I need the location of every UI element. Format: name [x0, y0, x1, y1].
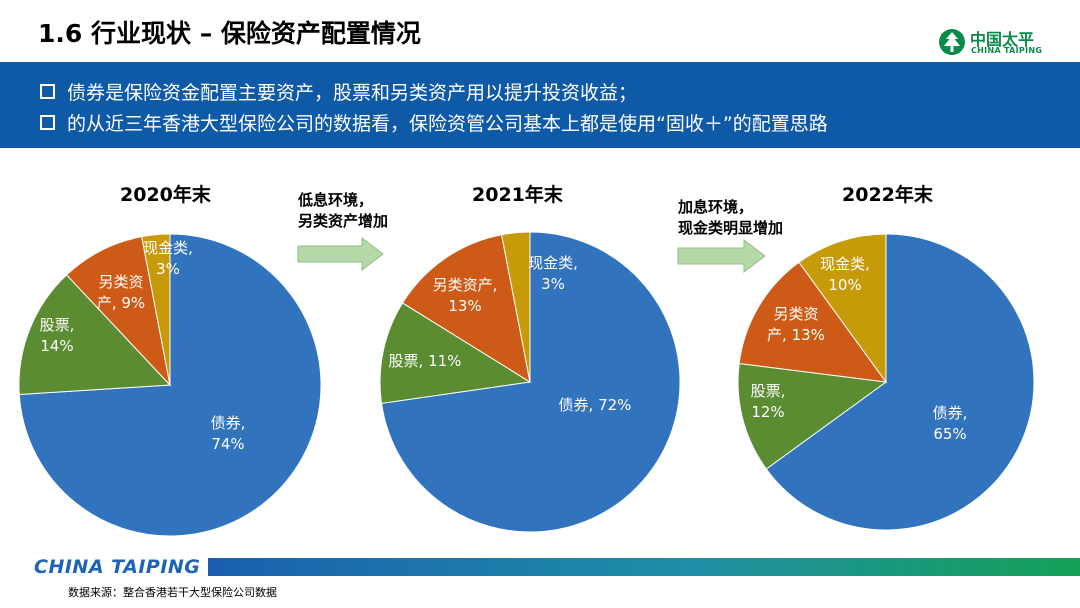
arrow-label-line: 另类资产增加: [298, 212, 389, 230]
bullet-text: 债券是保险资金配置主要资产，股票和另类资产用以提升投资收益；: [67, 81, 638, 104]
pie-data-label: 股票, 12%: [751, 382, 786, 421]
pie-data-label: 现金类, 3%: [528, 254, 578, 293]
arrow-label-line: 低息环境，: [298, 191, 374, 209]
arrow-right-icon: [297, 236, 384, 272]
page-title: 1.6 行业现状 – 保险资产配置情况: [38, 19, 421, 48]
pie-data-label: 另类资产, 13%: [433, 276, 498, 315]
pie-slice-4: [798, 233, 887, 384]
summary-banner: 债券是保险资金配置主要资产，股票和另类资产用以提升投资收益； 的从近三年香港大型…: [0, 62, 1080, 148]
checkbox-square-icon: [40, 83, 55, 99]
pie-slice-4: [501, 231, 531, 383]
checkbox-square-icon: [40, 114, 55, 130]
pie-data-label: 债券, 72%: [559, 396, 632, 414]
brand-logo: 中国太平 CHINA TAIPING: [938, 24, 1058, 64]
pie-slice-3: [401, 234, 531, 384]
pie-data-label: 股票, 11%: [389, 352, 462, 370]
pine-tree-icon: [939, 29, 965, 55]
arrow-label-1: 低息环境， 另类资产增加: [298, 190, 388, 232]
pie-data-label: 债券, 65%: [933, 404, 968, 443]
bullet-item: 债券是保险资金配置主要资产，股票和另类资产用以提升投资收益；: [40, 78, 637, 104]
pie-data-label: 债券, 74%: [211, 414, 246, 453]
pie-slice-2: [379, 302, 532, 404]
arrow-label-line: 现金类明显增加: [678, 219, 784, 237]
pie-data-label: 现金类, 3%: [143, 239, 193, 278]
data-source-note: 数据来源：整合香港若干大型保险公司数据: [68, 586, 277, 599]
arrow-right-icon: [677, 238, 766, 274]
logo-text-cn: 中国太平: [970, 30, 1035, 49]
arrow-label-2: 加息环境， 现金类明显增加: [678, 197, 783, 239]
bullet-text: 的从近三年香港大型保险公司的数据看，保险资管公司基本上都是使用“固收＋”的配置思…: [67, 112, 828, 135]
pie-slice-2: [18, 274, 172, 396]
bullet-item: 的从近三年香港大型保险公司的数据看，保险资管公司基本上都是使用“固收＋”的配置思…: [40, 109, 828, 135]
pie-data-label: 另类资产, 13%: [767, 305, 825, 344]
pie-slice-2: [737, 362, 888, 470]
chart-title-2020: 2020年末: [120, 184, 211, 206]
arrow-label-line: 加息环境，: [678, 198, 754, 216]
pie-data-label: 另类资产, 9%: [97, 273, 145, 312]
chart-title-2021: 2021年末: [472, 184, 563, 206]
logo-text-en: CHINA TAIPING: [971, 46, 1043, 55]
footer-gradient-bar: [208, 558, 1080, 576]
pie-slice-3: [738, 261, 888, 383]
pie-slice-3: [65, 236, 171, 387]
pie-slice-1: [765, 233, 1035, 531]
chart-title-2022: 2022年末: [842, 184, 933, 206]
footer-brand: CHINA TAIPING: [34, 556, 201, 578]
pie-data-label: 现金类, 10%: [820, 255, 870, 294]
pie-data-label: 股票, 14%: [40, 316, 75, 355]
pie-slice-4: [141, 233, 171, 386]
